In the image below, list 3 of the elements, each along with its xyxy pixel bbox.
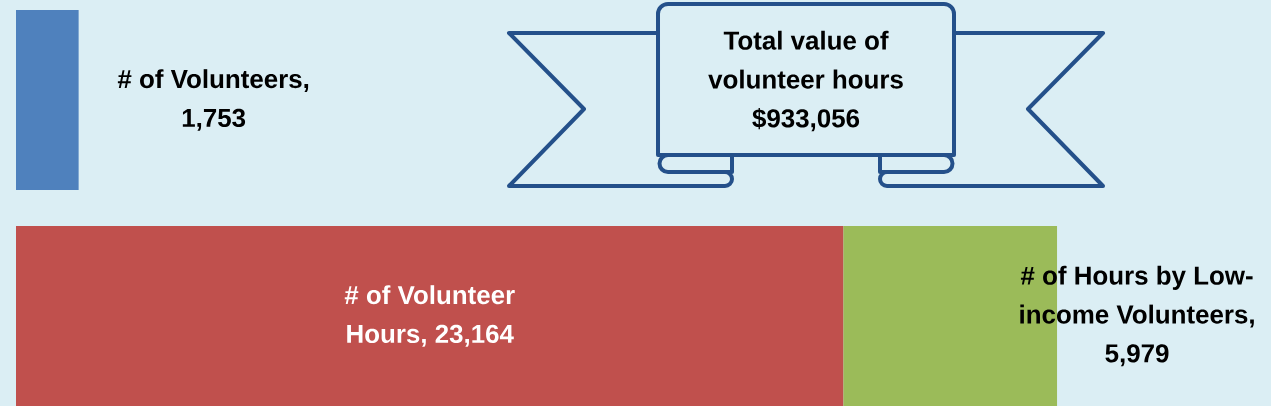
data-label: # of Volunteer Hours, 23,164 xyxy=(344,285,515,347)
data-label: # of Volunteers, 1,753 xyxy=(117,69,309,131)
annotation: Total value of volunteer hours $933,056 xyxy=(708,30,903,132)
